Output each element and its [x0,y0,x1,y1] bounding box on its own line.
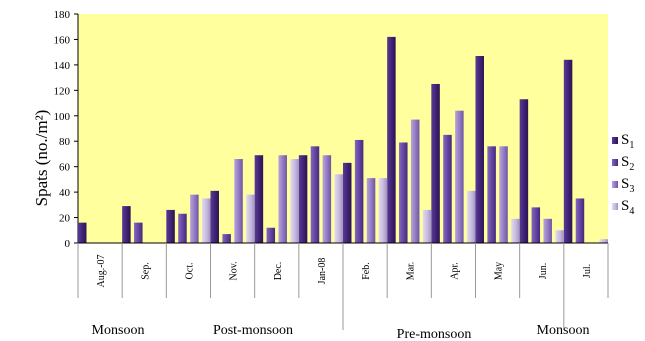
legend: S1 S2 S3 S4 [612,132,634,217]
bar-s3 [366,178,376,243]
bar-s3 [499,146,508,243]
bar-s3 [322,155,332,243]
bar-s3 [278,155,287,243]
legend-swatch-s3 [612,181,618,188]
y-tick-label: 100 [54,111,71,123]
x-tick-label: Jul. [582,264,593,278]
y-tick-label: 20 [59,213,71,225]
bar-s3 [455,110,464,243]
season-label: Monsoon [537,323,590,338]
y-tick-label: 0 [65,238,71,250]
bar-s4 [511,218,520,243]
bar-s4 [202,198,211,243]
bar-s4 [555,230,564,243]
bar-s2 [575,198,585,243]
bar-s1 [431,83,440,243]
bar-s4 [290,159,299,243]
season-label: Post-monsoon [213,323,293,338]
bar-s1 [254,155,264,243]
x-tick-label: Sep. [140,262,151,280]
legend-swatch-s1 [612,137,618,144]
bar-s4 [246,194,255,243]
y-tick-label: 140 [54,60,71,72]
y-tick-label: 160 [54,34,71,46]
bar-s2 [266,227,276,243]
bar-s3 [543,218,552,243]
bar-s1 [387,36,396,244]
bar-s1 [342,162,352,243]
y-axis-title: Spats (no./m²) [32,110,51,207]
bar-s3 [190,194,199,243]
x-tick-label: Feb. [361,262,372,280]
legend-label-s2: S2 [621,154,634,173]
bar-s2 [134,222,143,243]
bar-s2 [354,139,364,243]
bar-s2 [399,142,408,243]
season-labels: Monsoon Post-monsoon Pre-monsoon Monsoon [92,323,590,341]
x-tick-label: Jun. [538,263,549,279]
bar-s2 [531,207,541,243]
bar-s4 [467,190,476,243]
y-tick-label: 40 [59,187,71,199]
bar-s3 [410,119,420,243]
bar-s2 [178,213,187,243]
bar-s1 [519,99,529,243]
x-tick-label: Apr. [449,262,460,280]
bar-s1 [298,155,308,243]
bar-s1 [166,209,175,243]
legend-swatch-s4 [612,203,618,210]
bar-s1 [122,206,131,243]
bar-s1 [563,59,573,243]
x-tick-label: Jan-08 [317,258,328,285]
legend-label-s3: S3 [621,176,634,195]
season-label: Pre-monsoon [397,327,472,341]
x-tick-label: May [494,262,505,280]
bar-s1 [475,55,484,243]
bar-s3 [234,159,243,243]
bar-s4 [378,178,388,243]
legend-label-s1: S1 [621,132,634,151]
y-tick-label: 120 [54,85,71,97]
x-axis: Aug.-07 Sep. Oct. Nov. Dec. Jan-08 Feb. Mar. Apr… [77,242,609,330]
bar-s2 [222,234,231,243]
y-tick-label: 80 [59,136,71,148]
bar-s1 [210,190,219,243]
y-tick-label: 60 [59,162,71,174]
legend-swatch-s2 [612,159,618,166]
legend-label-s4: S4 [621,198,634,217]
bar-s2 [443,134,452,243]
y-axis: 0 20 40 60 80 100 120 140 160 180 [54,9,79,250]
x-tick-label: Aug.-07 [96,254,107,287]
bar-s4 [599,239,609,243]
y-tick-label: 180 [54,9,71,21]
bar-s4 [334,174,344,243]
bar-s2 [310,146,320,243]
x-tick-label: Oct. [184,263,195,280]
bars [77,36,609,244]
season-label: Monsoon [92,323,145,338]
bar-s1 [77,222,87,243]
bar-s4 [422,209,432,243]
bar-s2 [487,146,496,243]
x-tick-label: Dec. [273,262,284,281]
x-tick-label: Nov. [229,261,240,280]
x-tick-label: Mar. [405,262,416,281]
